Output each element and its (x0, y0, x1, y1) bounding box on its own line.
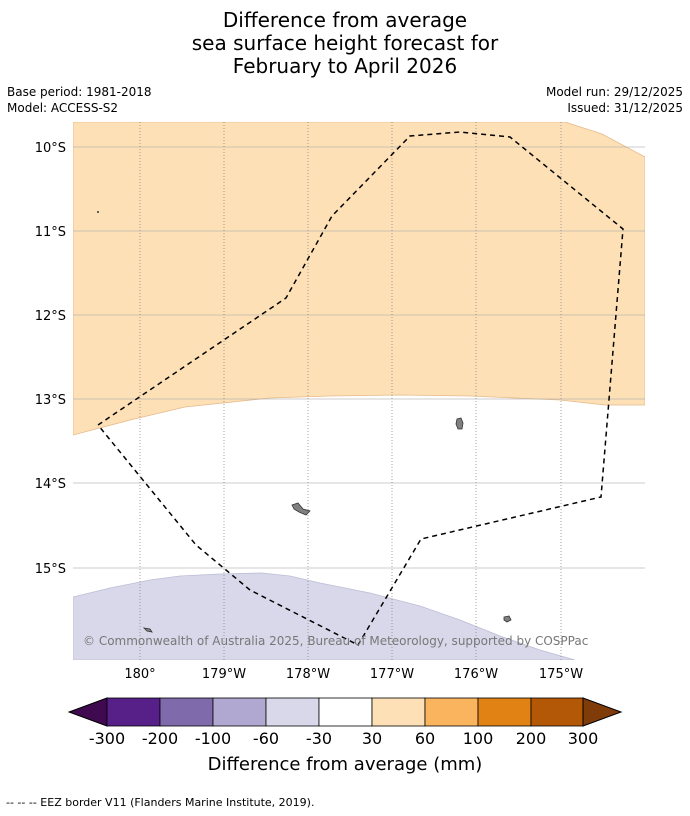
lat-tick-label: 15°S (35, 562, 66, 577)
colorbar-tick-label: -60 (253, 729, 279, 748)
title-line-2: sea surface height forecast for (191, 31, 499, 55)
copyright-notice: © Commonwealth of Australia 2025, Bureau… (83, 634, 588, 648)
colorbar-title: Difference from average (mm) (208, 754, 483, 775)
colorbar-labels: -300 -200 -100 -60 -30 30 60 100 200 300 (89, 729, 598, 748)
lon-tick-label: 175°W (539, 667, 583, 682)
colorbar-segment (424, 697, 479, 727)
colorbar-segment (159, 697, 214, 727)
colorbar-segment (318, 697, 373, 727)
colorbar-tick-label: 30 (362, 729, 382, 748)
lat-tick-label: 11°S (35, 225, 66, 240)
colorbar-segment (371, 697, 426, 727)
lat-tick-label: 13°S (35, 393, 66, 408)
title-line-3: February to April 2026 (232, 54, 458, 78)
colorbar-tick-label: -30 (306, 729, 332, 748)
lon-tick-label: 178°W (286, 667, 330, 682)
colorbar-extend-low (67, 697, 108, 727)
colorbar-segment (477, 697, 532, 727)
colorbar-segment (106, 697, 161, 727)
lat-tick-label: 14°S (35, 477, 66, 492)
lon-tick-label: 176°W (454, 667, 498, 682)
positive-anomaly-region (73, 122, 645, 436)
lat-tick-label: 10°S (35, 141, 66, 156)
issued-date: Issued: 31/12/2025 (567, 101, 683, 115)
colorbar-tick-label: 100 (463, 729, 494, 748)
island-central (291, 502, 311, 516)
negative-anomaly-region (73, 572, 576, 660)
model-name: Model: ACCESS-S2 (7, 101, 119, 115)
base-period: Base period: 1981-2018 (7, 85, 152, 99)
island-southeast (503, 615, 512, 623)
colorbar-segment (212, 697, 267, 727)
colorbar-tick-label: -200 (142, 729, 178, 748)
islands (97, 211, 512, 633)
colorbar-segment (265, 697, 320, 727)
colorbar-tick-label: 60 (415, 729, 435, 748)
model-run-date: Model run: 29/12/2025 (545, 85, 683, 99)
colorbar-extend-high (582, 697, 623, 727)
colorbar-tick-label: 200 (516, 729, 547, 748)
lon-tick-label: 177°W (370, 667, 414, 682)
latitude-gridlines (73, 146, 645, 569)
island-southwest (142, 627, 153, 633)
lat-tick-label: 12°S (35, 309, 66, 324)
colorbar-segment (530, 697, 584, 727)
island-dot (97, 211, 99, 213)
title-line-1: Difference from average (222, 8, 468, 32)
longitude-labels: 180° 179°W 178°W 177°W 176°W 175°W (124, 667, 583, 682)
lon-tick-label: 179°W (202, 667, 246, 682)
colorbar-tick-label: 300 (568, 729, 599, 748)
map-panel (73, 122, 645, 660)
colorbar-tick-label: -100 (195, 729, 231, 748)
latitude-labels: 10°S 11°S 12°S 13°S 14°S 15°S (35, 141, 66, 577)
island-northeast (455, 417, 464, 430)
colorbar-tick-label: -300 (89, 729, 125, 748)
eez-legend-note: -- -- -- EEZ border V11 (Flanders Marine… (6, 796, 315, 809)
lon-tick-label: 180° (124, 667, 155, 682)
eez-border (97, 131, 624, 646)
colorbar (67, 697, 623, 727)
